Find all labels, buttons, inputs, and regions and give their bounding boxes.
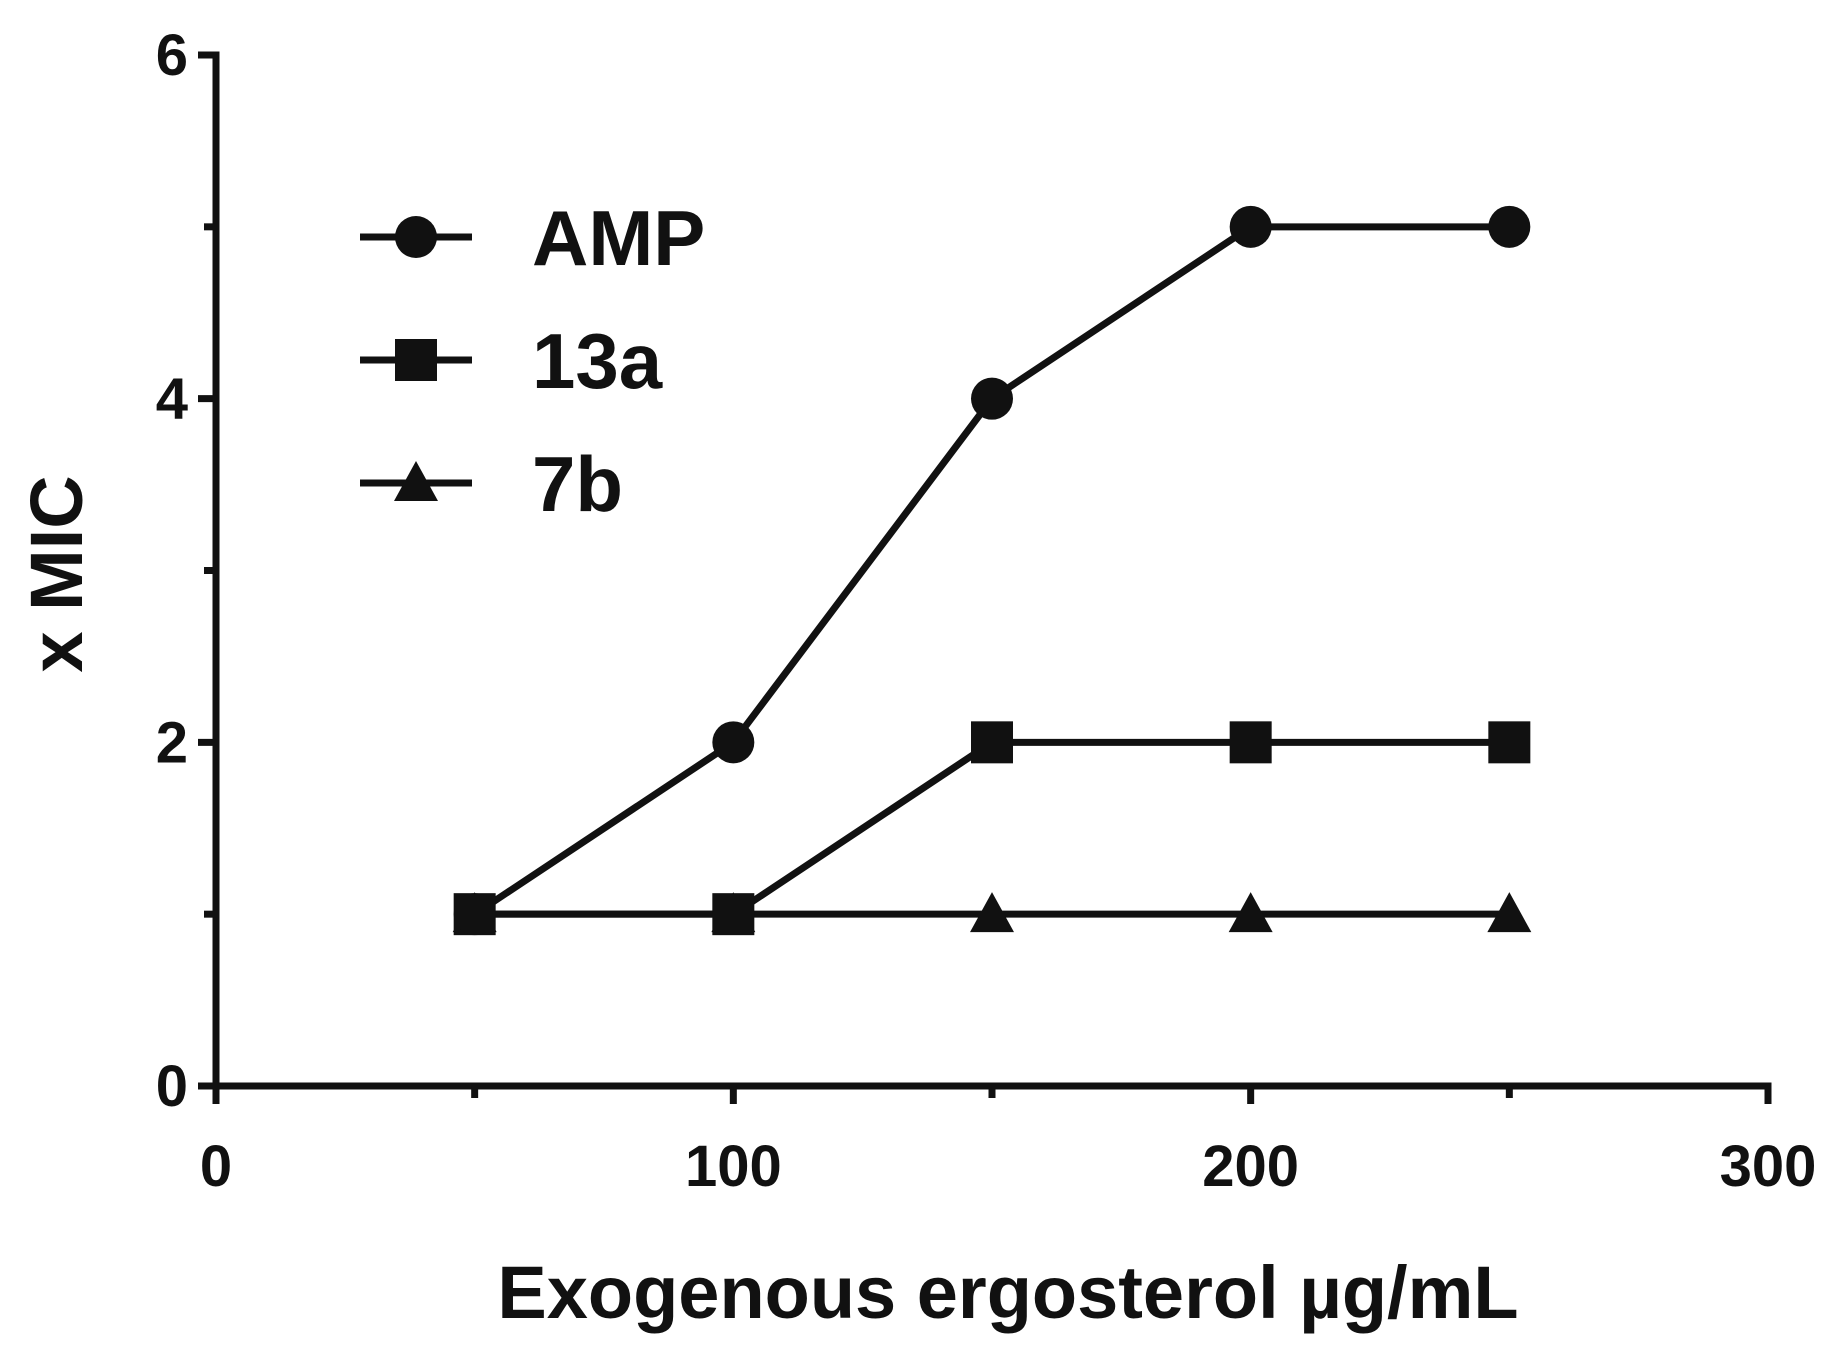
data-point xyxy=(453,893,496,936)
data-point xyxy=(1229,721,1272,764)
x-tick-label: 300 xyxy=(1720,1134,1817,1199)
legend: AMP 13a 7b xyxy=(360,194,705,528)
x-tick-label: 200 xyxy=(1202,1134,1299,1199)
y-axis-title: x MIC xyxy=(15,475,98,672)
legend-label: AMP xyxy=(532,194,705,282)
y-tick-label: 2 xyxy=(156,710,188,775)
data-point xyxy=(1488,205,1531,248)
data-point xyxy=(1229,205,1272,248)
y-tick-label: 6 xyxy=(156,23,188,88)
data-point xyxy=(971,377,1013,420)
data-point xyxy=(1487,892,1532,933)
series-13a xyxy=(474,738,1510,918)
series-line xyxy=(474,738,1510,918)
axes: 0 2 4 6 0 100 200 300 xyxy=(156,23,1817,1199)
series-layer xyxy=(452,205,1532,936)
legend-marker xyxy=(394,461,438,501)
data-point xyxy=(970,892,1014,933)
series-amp-points xyxy=(453,205,1531,936)
x-tick-label: 100 xyxy=(685,1134,782,1199)
data-point xyxy=(1228,892,1273,933)
legend-marker xyxy=(395,216,437,258)
data-point xyxy=(712,893,755,936)
y-tick-label: 0 xyxy=(156,1054,188,1119)
legend-label: 7b xyxy=(532,440,623,528)
legend-item-amp: AMP xyxy=(360,194,705,282)
legend-marker xyxy=(395,339,437,381)
legend-item-7b: 7b xyxy=(360,440,623,528)
data-point xyxy=(971,721,1013,764)
data-point xyxy=(712,721,755,764)
legend-label: 13a xyxy=(532,317,663,405)
y-tick-label: 4 xyxy=(156,367,188,432)
x-axis-title: Exogenous ergosterol µg/mL xyxy=(497,1251,1518,1334)
legend-item-13a: 13a xyxy=(360,317,663,405)
x-tick-label: 0 xyxy=(200,1134,232,1199)
data-point xyxy=(1488,721,1531,764)
